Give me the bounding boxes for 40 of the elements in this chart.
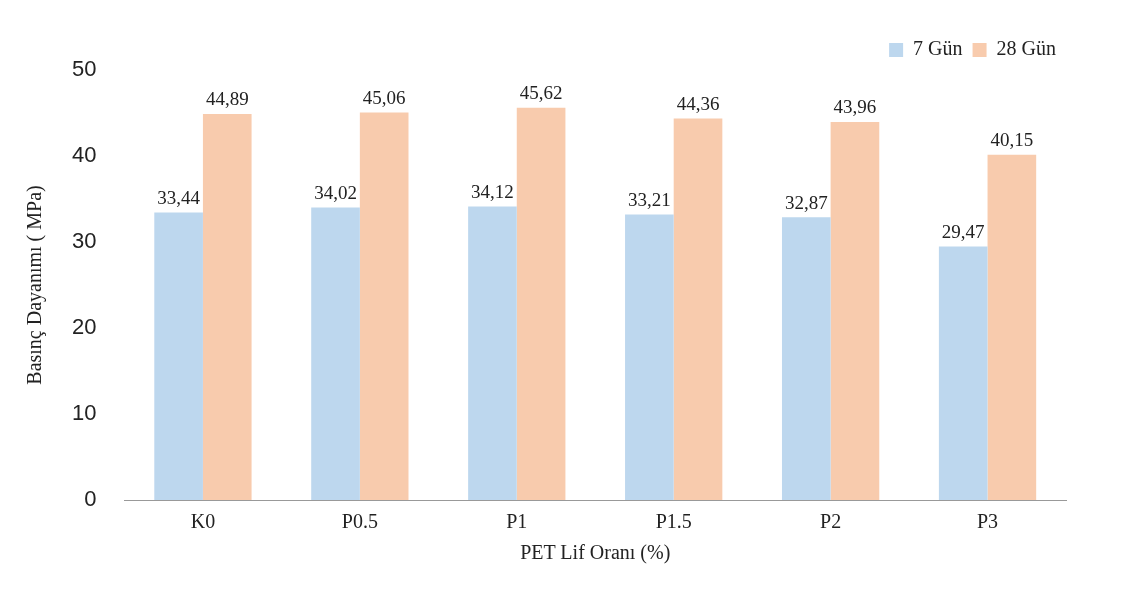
y-tick-label: 40 [71, 142, 97, 168]
x-tick-label: P1.5 [655, 510, 692, 533]
data-label: 44,89 [205, 88, 249, 110]
bar [625, 214, 674, 500]
bar [516, 107, 566, 500]
data-label: 29,47 [941, 221, 985, 243]
bar [987, 154, 1037, 500]
x-tick-label: P1 [506, 510, 528, 533]
bar [781, 217, 831, 500]
bar [830, 121, 880, 500]
x-tick-label: K0 [190, 510, 216, 533]
legend-label: 28 Gün [996, 37, 1057, 60]
y-tick-label: 50 [71, 56, 97, 82]
data-label: 33,21 [628, 188, 671, 210]
x-tick-label: P2 [820, 510, 842, 533]
data-label: 44,36 [676, 92, 720, 114]
bar [311, 207, 360, 500]
x-tick-label: P3 [976, 510, 999, 533]
data-label: 45,62 [519, 82, 563, 104]
data-label: 32,87 [784, 191, 828, 213]
data-label: 34,12 [471, 181, 514, 203]
data-label: 45,06 [362, 86, 406, 108]
y-axis-title: Basınç Dayanımı ( MPa) [23, 185, 47, 385]
y-tick-label: 20 [71, 314, 97, 340]
data-label: 34,02 [314, 181, 357, 203]
data-label: 40,15 [990, 129, 1034, 151]
bar [202, 113, 252, 500]
bar [359, 112, 409, 500]
y-tick-label: 30 [71, 228, 97, 254]
legend-label: 7 Gün [913, 37, 963, 60]
x-axis-title: PET Lif Oranı (%) [520, 541, 671, 565]
y-tick-label: 0 [84, 486, 97, 512]
bar [154, 212, 203, 500]
bar [468, 206, 517, 500]
x-tick-label: P0.5 [341, 510, 378, 533]
bar [938, 246, 988, 500]
data-label: 43,96 [833, 96, 877, 118]
bar [673, 118, 723, 500]
data-label: 33,44 [157, 186, 201, 208]
y-tick-label: 10 [71, 400, 97, 426]
